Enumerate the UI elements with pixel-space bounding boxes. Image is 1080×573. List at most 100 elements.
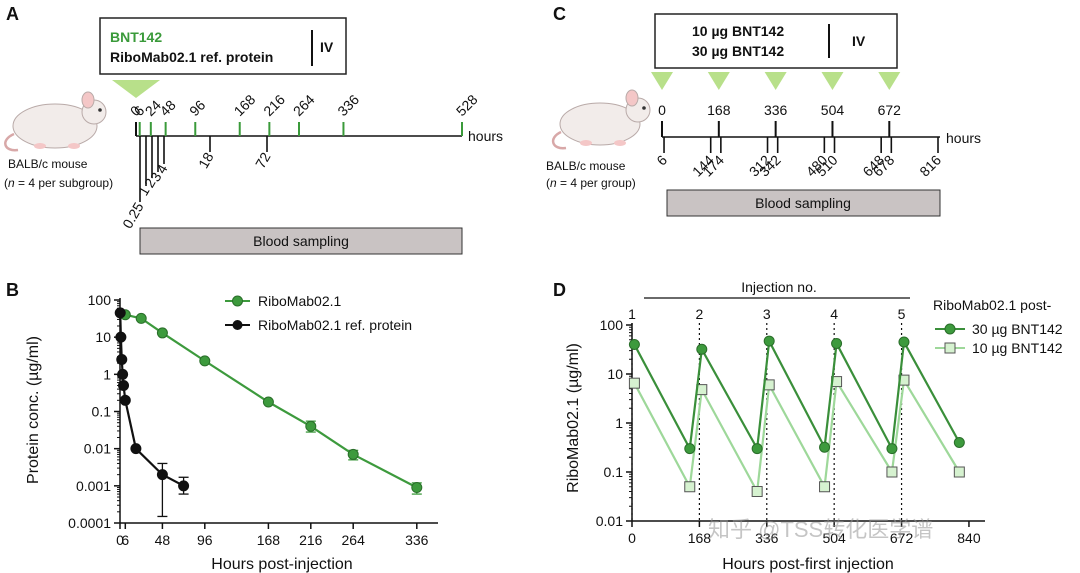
blood-sampling-label-a: Blood sampling bbox=[253, 233, 349, 249]
y-axis-title-b: Protein conc. (µg/ml) bbox=[25, 336, 42, 484]
chart-d-point-square bbox=[819, 481, 831, 493]
legend-b: RiboMab02.1 RiboMab02.1 ref. protein bbox=[225, 293, 412, 333]
legend-b-label-black: RiboMab02.1 ref. protein bbox=[258, 317, 412, 333]
chart-d-series-line-1 bbox=[633, 376, 961, 496]
dose-10ug-c: 10 µg BNT142 bbox=[692, 23, 784, 39]
injection-triangle-c-3 bbox=[764, 72, 787, 90]
chart-b-y-tick-label: 10 bbox=[95, 329, 111, 345]
chart-b-y-tick-label: 0.01 bbox=[84, 441, 111, 457]
chart-d-point-circle bbox=[831, 337, 843, 349]
chart-b: 100 10 1 0.1 0.01 0.001 0.0001 06 48 96 168 216 264 3… bbox=[68, 292, 438, 548]
chart-b-y-tick-label: 0.0001 bbox=[68, 515, 111, 531]
mouse-label-c: BALB/c mouse bbox=[546, 159, 626, 173]
injection-triangle-c-5 bbox=[878, 72, 901, 90]
timeline-c-tick-label-0: 0 bbox=[658, 102, 666, 118]
legend-d-marker-10ug bbox=[944, 342, 956, 354]
chart-b-point-circle bbox=[199, 355, 211, 367]
injection-label-d: Injection no. bbox=[741, 279, 817, 295]
timeline-a-tick-label-336: 336 bbox=[334, 91, 362, 119]
chart-b-point-circle bbox=[347, 448, 359, 460]
chart-d-point-square bbox=[751, 485, 763, 497]
chart-b-point-circle bbox=[114, 307, 126, 319]
route-iv-c: IV bbox=[852, 33, 866, 49]
mouse-n-c: (n = 4 per group) bbox=[546, 176, 636, 190]
chart-b-y-tick-label: 1 bbox=[103, 366, 111, 382]
hours-label-c: hours bbox=[946, 130, 981, 146]
blood-sampling-bar-c bbox=[666, 189, 941, 217]
mouse-icon-c bbox=[551, 89, 651, 150]
mouse-icon-a bbox=[4, 91, 107, 152]
chart-b-point-circle bbox=[305, 420, 317, 432]
chart-d-y-tick-label: 0.1 bbox=[604, 464, 624, 480]
legend-b-label-green: RiboMab02.1 bbox=[258, 293, 341, 309]
timeline-c-tick-label-504: 504 bbox=[821, 102, 845, 118]
injection-triangle-c-4 bbox=[821, 72, 844, 90]
chart-d-point-circle bbox=[684, 443, 696, 455]
hours-label-a: hours bbox=[468, 128, 503, 144]
panel-letter-b: B bbox=[6, 280, 19, 300]
legend-b-marker-green bbox=[232, 295, 243, 307]
injection-triangle-c-2 bbox=[707, 72, 730, 90]
timeline-c-tick-label-168: 168 bbox=[707, 102, 731, 118]
panel-letter-c: C bbox=[553, 4, 566, 24]
legend-bnt142-text: BNT142 bbox=[110, 29, 162, 45]
chart-d-injection-number: 5 bbox=[898, 306, 906, 322]
chart-b-point-circle bbox=[130, 443, 142, 455]
timeline-c-sample-label-6: 6 bbox=[653, 152, 670, 169]
timeline-a-sample-label-18: 18 bbox=[195, 149, 217, 171]
chart-b-point-circle bbox=[115, 331, 127, 343]
legend-d-title: RiboMab02.1 post- bbox=[933, 297, 1052, 313]
chart-d-injection-number: 4 bbox=[830, 306, 838, 322]
chart-d-point-square bbox=[628, 377, 640, 389]
chart-d-point-square bbox=[886, 466, 898, 478]
timeline-a-tick-label-168: 168 bbox=[231, 91, 259, 119]
chart-b-x-tick-label: 168 bbox=[257, 532, 281, 548]
chart-d-series-line-0 bbox=[633, 337, 961, 453]
chart-d-point-circle bbox=[953, 436, 965, 448]
chart-b-x-tick-label: 96 bbox=[197, 532, 213, 548]
timeline-c-tick-label-336: 336 bbox=[764, 102, 788, 118]
panel-letter-a: A bbox=[6, 4, 19, 24]
chart-b-y-tick-label: 0.1 bbox=[92, 404, 112, 420]
chart-b-point-circle bbox=[411, 482, 423, 494]
blood-sampling-label-c: Blood sampling bbox=[755, 195, 851, 211]
legend-b-marker-black bbox=[232, 320, 243, 330]
chart-b-point-circle bbox=[119, 394, 131, 406]
panel-a: A BNT142 RiboMab02.1 ref. protein IV BAL… bbox=[4, 4, 503, 255]
legend-d-label-30ug: 30 µg BNT142 bbox=[972, 321, 1063, 337]
timeline-a-tick-label-528: 528 bbox=[453, 91, 481, 119]
chart-d-x-tick-label: 0 bbox=[628, 530, 636, 546]
chart-b-y-tick-label: 100 bbox=[88, 292, 112, 308]
chart-d-x-tick-label: 672 bbox=[890, 530, 914, 546]
mouse-n-a: (n = 4 per subgroup) bbox=[4, 176, 113, 190]
chart-b-point-circle bbox=[118, 380, 130, 392]
dose-box-c bbox=[654, 13, 898, 69]
chart-d-point-circle bbox=[819, 441, 831, 453]
chart-d-y-tick-label: 1 bbox=[615, 415, 623, 431]
timeline-a-sample-label-0.25: 0.25 bbox=[119, 199, 147, 231]
panel-b: B 100 10 1 0.1 0.01 0.001 0.0001 06 48 96 168 216 26… bbox=[6, 280, 438, 573]
mouse-label-a: BALB/c mouse bbox=[8, 157, 88, 171]
chart-b-x-tick-label: 264 bbox=[342, 532, 366, 548]
chart-b-point-circle bbox=[135, 312, 147, 324]
chart-b-point-circle bbox=[262, 396, 274, 408]
legend-d-marker-30ug bbox=[944, 323, 956, 335]
chart-b-x-tick-label: 0 bbox=[116, 532, 124, 548]
panel-c: C 10 µg BNT142 30 µg BNT142 IV BALB/c mo… bbox=[546, 4, 981, 217]
timeline-c-tick-label-672: 672 bbox=[878, 102, 902, 118]
chart-d-point-circle bbox=[628, 338, 640, 350]
chart-b-y-tick-label: 0.001 bbox=[76, 478, 111, 494]
x-axis-title-d: Hours post-first injection bbox=[722, 556, 894, 573]
chart-b-point-circle bbox=[156, 327, 168, 339]
chart-d-point-circle bbox=[696, 343, 708, 355]
chart-d-y-tick-label: 100 bbox=[600, 317, 624, 333]
chart-d-y-tick-label: 10 bbox=[607, 366, 623, 382]
chart-d-point-circle bbox=[898, 336, 910, 348]
panel-letter-d: D bbox=[553, 280, 566, 300]
timeline-c-sample-label-816: 816 bbox=[916, 152, 944, 180]
chart-d-x-tick-label: 840 bbox=[957, 530, 981, 546]
timeline-a-sample-label-72: 72 bbox=[252, 149, 274, 171]
